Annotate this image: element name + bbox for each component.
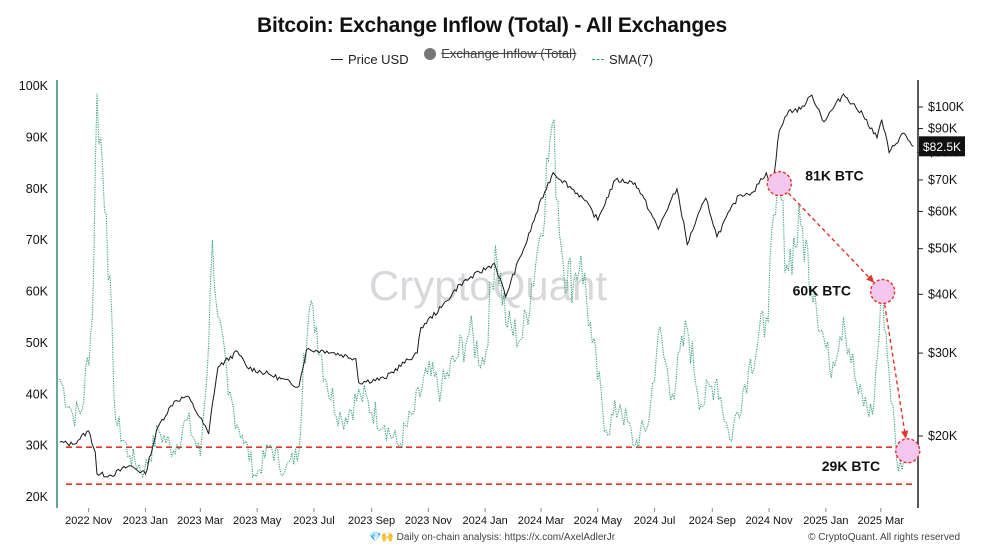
x-tick-label: 2024 Nov <box>746 515 794 527</box>
legend-label-price: Price USD <box>347 51 409 67</box>
legend-item-inflow[interactable]: Exchange Inflow (Total) <box>424 46 576 61</box>
chart-legend: Price USD Exchange Inflow (Total) SMA(7) <box>0 46 984 67</box>
right-y-tick-label: $50K <box>928 242 958 256</box>
x-tick-label: 2023 Sep <box>348 515 395 527</box>
right-y-tick-label: $20K <box>928 429 958 443</box>
x-tick-label: 2023 May <box>233 515 282 527</box>
legend-line-marker <box>330 58 343 60</box>
left-y-tick-label: 50K <box>26 336 49 350</box>
legend-dotted-marker <box>592 58 604 60</box>
legend-label-sma: SMA(7) <box>609 51 654 67</box>
footer-credit: 💎🙌 Daily on-chain analysis: https://x.co… <box>0 532 984 543</box>
legend-item-sma[interactable]: SMA(7) <box>592 52 653 67</box>
chart-title: Bitcoin: Exchange Inflow (Total) - All E… <box>257 14 727 37</box>
left-y-tick-label: 70K <box>26 233 49 247</box>
current-price-label: $82.5K <box>923 140 961 154</box>
annotation-circle <box>766 170 793 197</box>
x-tick-label: 2023 Jan <box>123 515 168 527</box>
left-y-tick-label: 100K <box>19 79 49 93</box>
left-y-tick-label: 40K <box>26 387 49 401</box>
right-y-tick-label: $100K <box>928 100 965 114</box>
right-y-tick-label: $40K <box>928 287 958 301</box>
footer-emoji: 💎🙌 <box>368 532 394 543</box>
x-tick-label: 2025 Jan <box>803 515 848 527</box>
annotation-label: 29K BTC <box>822 458 880 474</box>
annotation-circle <box>869 278 896 305</box>
annotation-label: 81K BTC <box>805 168 863 184</box>
right-y-tick-label: $90K <box>928 122 958 136</box>
legend-item-price[interactable]: Price USD <box>330 51 409 67</box>
x-tick-label: 2024 Jul <box>634 515 676 527</box>
annotations: 81K BTC 60K BTC 29K BTC <box>766 168 921 474</box>
left-y-axis: 20K 30K 40K 50K 60K 70K 80K 90K 100K <box>19 79 49 504</box>
sma-series <box>59 93 914 479</box>
right-y-axis: $20K$30K$40K$50K$60K$70K$80K$90K$100K <box>918 100 965 443</box>
x-tick-label: 2023 Mar <box>177 515 224 527</box>
sma-line <box>59 93 914 479</box>
right-y-tick-label: $70K <box>928 173 958 187</box>
annotation-arrow-head <box>901 430 909 439</box>
x-tick-label: 2024 May <box>574 515 623 527</box>
legend-label-inflow: Exchange Inflow (Total) <box>441 46 577 61</box>
x-tick-label: 2024 Jan <box>463 515 508 527</box>
x-tick-label: 2023 Jul <box>293 515 335 527</box>
x-tick-label: 2024 Sep <box>689 515 736 527</box>
annotation-label: 60K BTC <box>793 283 851 299</box>
annotation-arrow-line <box>787 192 874 282</box>
annotation-circle <box>895 438 921 464</box>
footer-text: Daily on-chain analysis: https://x.com/A… <box>396 532 616 543</box>
left-y-tick-label: 80K <box>26 182 49 196</box>
current-price-box <box>919 136 965 157</box>
right-y-tick-label: $60K <box>928 204 958 218</box>
left-y-tick-label: 30K <box>26 439 49 453</box>
left-y-tick-label: 90K <box>26 130 49 144</box>
x-axis: 2022 Nov 2023 Jan 2023 Mar 2023 May 2023 Jul… <box>65 508 904 527</box>
x-tick-label: 2025 Mar <box>858 515 905 527</box>
x-tick-label: 2024 Mar <box>518 515 565 527</box>
footer-copyright: © CryptoQuant. All rights reserved <box>808 532 960 543</box>
annotation-arrow-head <box>866 274 875 283</box>
left-y-tick-label: 60K <box>26 285 49 299</box>
right-y-tick-label: $30K <box>928 346 958 360</box>
left-y-tick-label: 20K <box>26 490 49 504</box>
annotation-arrow-line <box>883 304 907 438</box>
x-tick-label: 2022 Nov <box>65 515 113 527</box>
current-price-badge: $82.5K <box>919 136 965 157</box>
reference-lines <box>66 446 912 485</box>
x-tick-label: 2023 Nov <box>405 515 453 527</box>
legend-dot-marker <box>424 47 437 60</box>
